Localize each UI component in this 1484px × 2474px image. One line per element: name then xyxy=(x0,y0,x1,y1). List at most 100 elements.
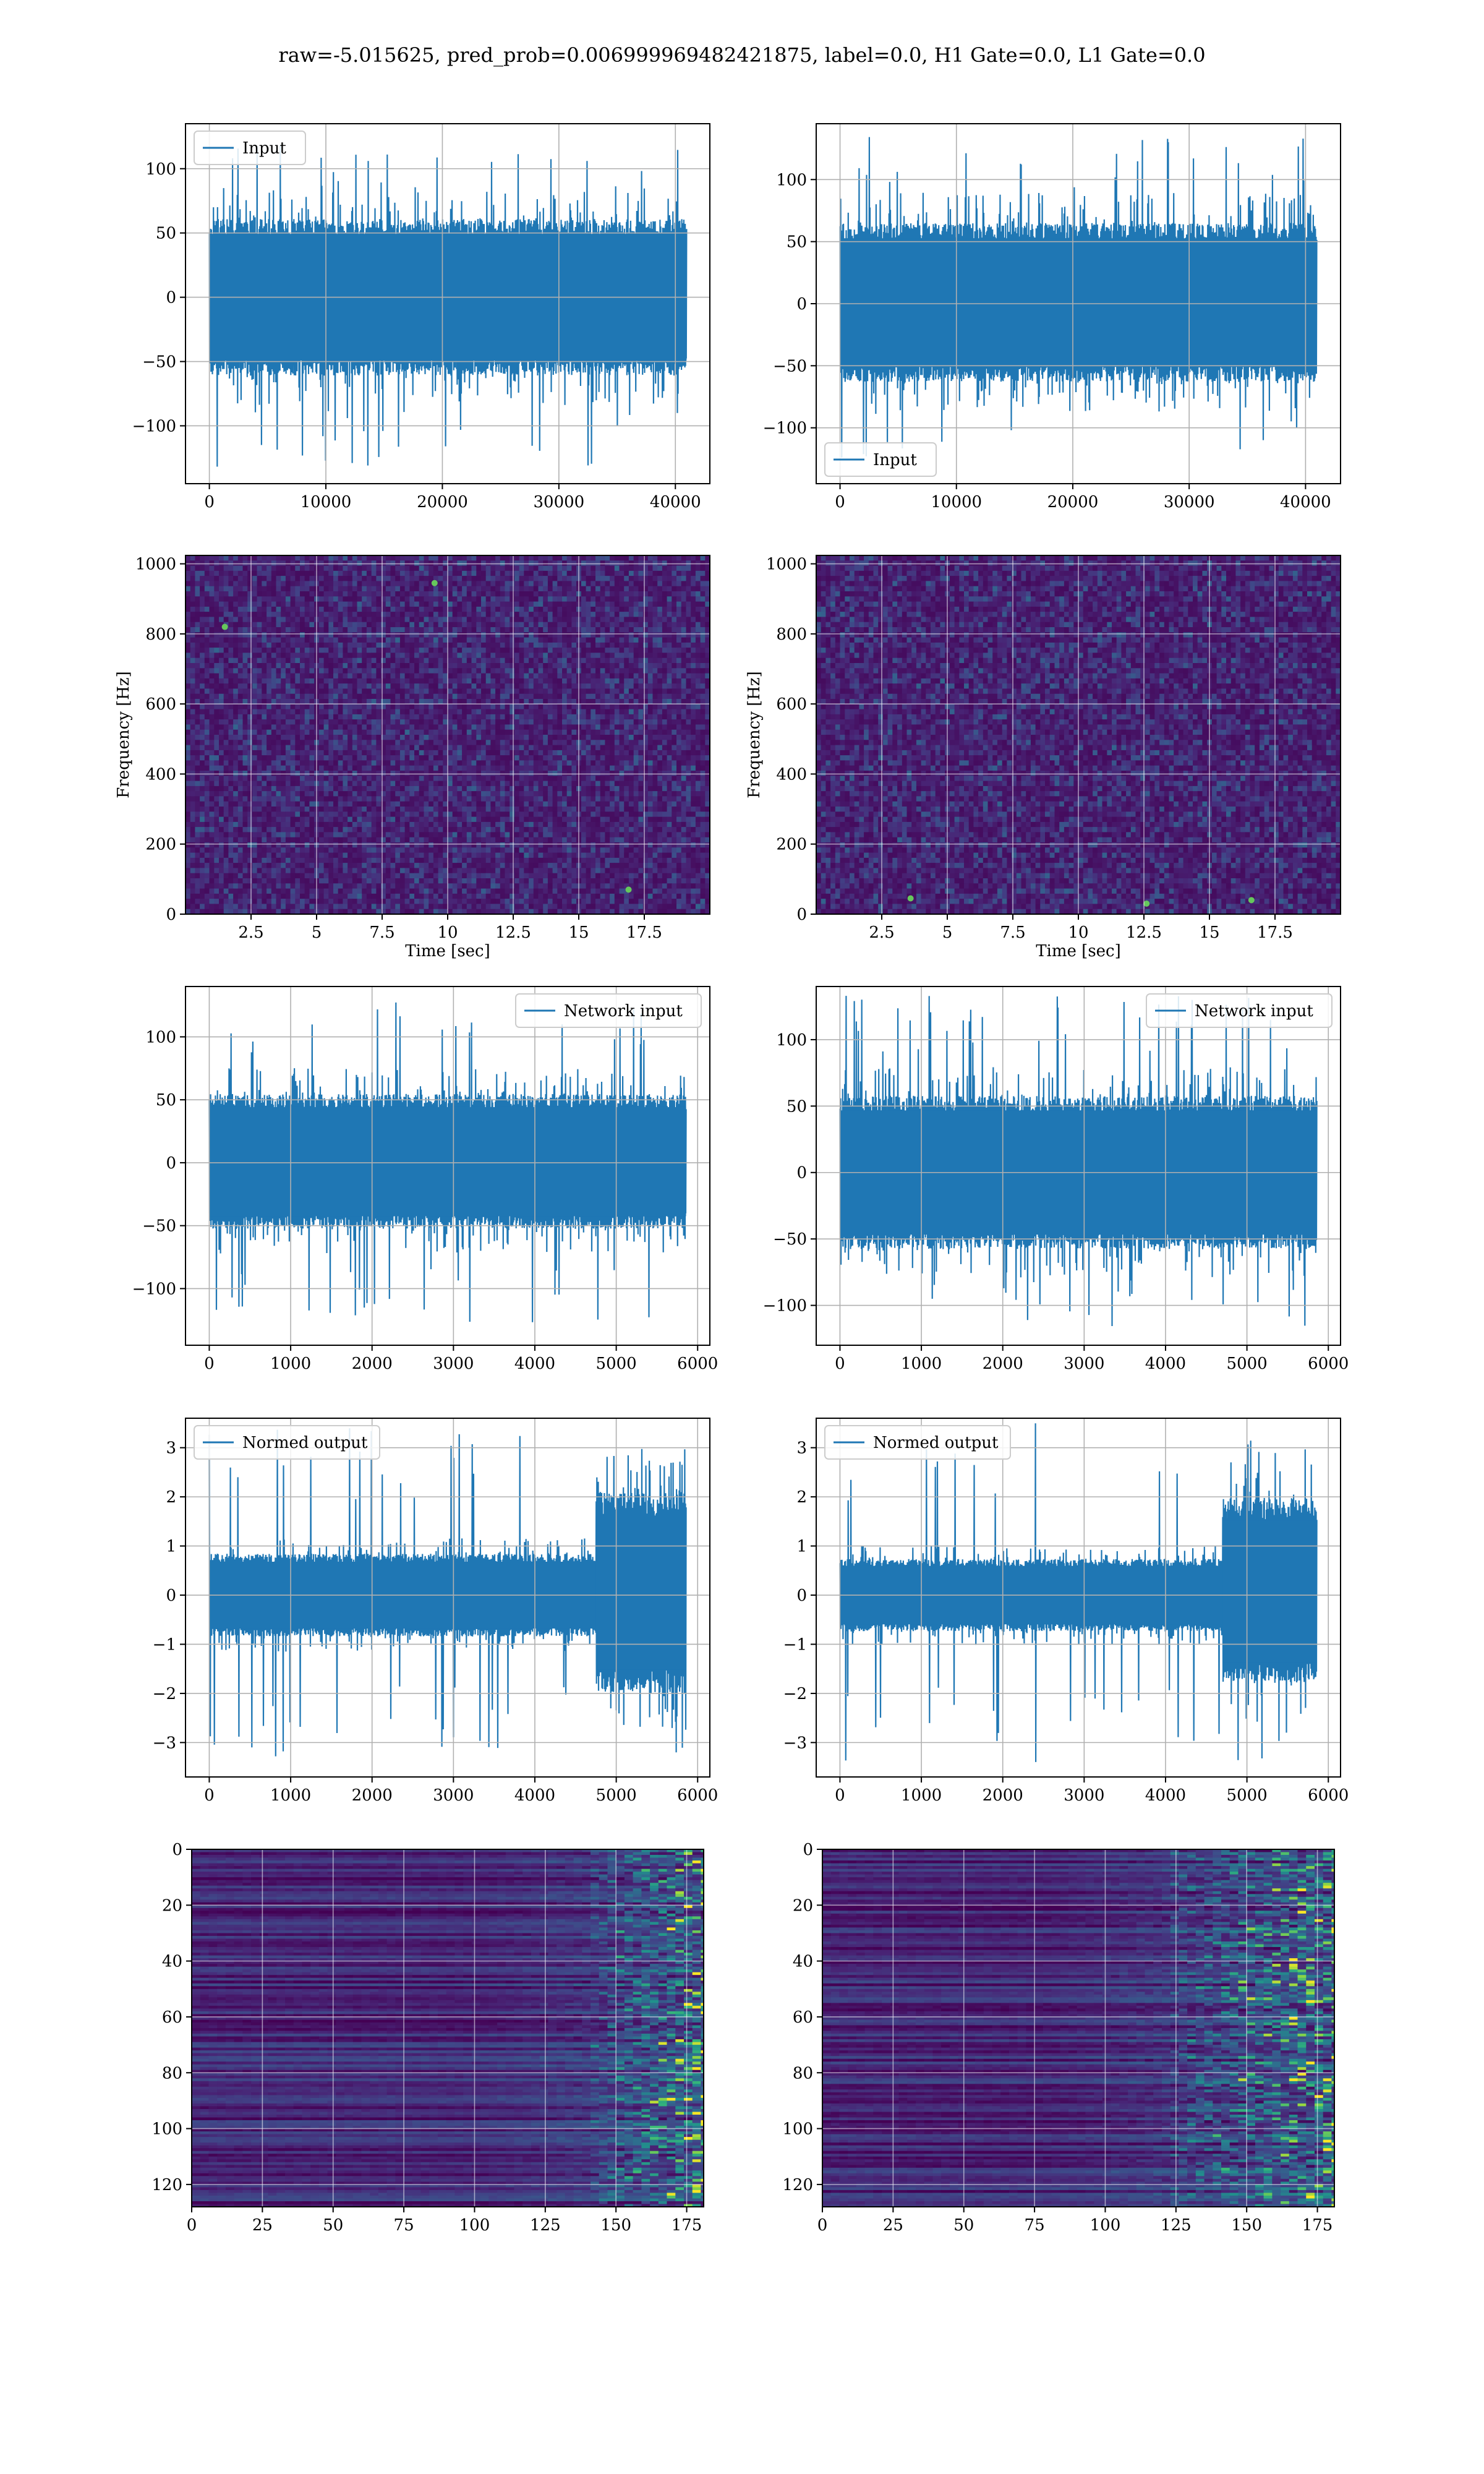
l1-feature-map-row xyxy=(822,2193,1334,2196)
l1-network-input-plot-area xyxy=(839,996,1318,1327)
h1-normed-output-legend-label: Normed output xyxy=(242,1434,368,1452)
l1-feature-map-row xyxy=(822,2003,1334,2006)
l1-feature-map-row xyxy=(822,1966,1334,1970)
l1-spectrogram-band xyxy=(816,570,1341,576)
h1-normed-output-legend-box xyxy=(194,1425,380,1460)
h1-feature-map-row xyxy=(192,1924,704,1928)
l1-spectrogram-band xyxy=(816,622,1341,628)
l1-feature-map-row xyxy=(822,1961,1334,1964)
l1-normed-output-legend-label: Normed output xyxy=(873,1434,999,1452)
l1-spectrogram-hotspot xyxy=(1143,901,1150,907)
l1-spectrogram-band xyxy=(816,776,1341,782)
l1-network-input-xtick-label: 5000 xyxy=(1227,1355,1268,1373)
l1-feature-map-row xyxy=(822,2139,1334,2143)
l1-input-ytick-label: 0 xyxy=(796,295,807,314)
h1-feature-map-xtick-label: 175 xyxy=(672,2216,702,2235)
l1-feature-map-row xyxy=(822,2189,1334,2193)
l1-normed-output-legend: Normed output xyxy=(824,1425,1011,1460)
l1-feature-map-row xyxy=(822,2201,1334,2205)
h1-spectrogram-xtick-label: 5 xyxy=(312,923,322,942)
h1-spectrogram-band xyxy=(186,688,710,695)
l1-spectrogram-hotspot xyxy=(1248,897,1255,904)
h1-spectrogram-xtick-label: 10 xyxy=(437,923,458,942)
h1-spectrogram-band xyxy=(186,883,710,889)
h1-feature-map-row xyxy=(192,1964,704,1967)
h1-spectrogram-band xyxy=(186,596,710,602)
l1-spectrogram-xtick-label: 10 xyxy=(1068,923,1088,942)
h1-network-input-plot-area xyxy=(208,1002,687,1322)
h1-feature-map-row xyxy=(192,1972,704,1975)
l1-feature-map-row xyxy=(822,1877,1334,1881)
l1-network-input-ytick-label: 0 xyxy=(796,1164,807,1183)
h1-feature-map-row xyxy=(192,1955,704,1959)
h1-feature-map-row xyxy=(192,1994,704,1998)
l1-spectrogram-band xyxy=(816,904,1341,910)
h1-feature-map-row xyxy=(192,1857,704,1861)
h1-feature-map-row xyxy=(192,1953,704,1956)
l1-feature-map-row xyxy=(822,2075,1334,2079)
l1-normed-output-xtick-label: 6000 xyxy=(1308,1786,1349,1805)
l1-input-xtick-label: 30000 xyxy=(1164,493,1215,511)
l1-feature-map-row xyxy=(822,2000,1334,2003)
h1-feature-map-row xyxy=(192,1860,704,1864)
h1-spectrogram-hotspot xyxy=(221,623,228,630)
h1-input-xtick-label: 20000 xyxy=(417,493,468,511)
h1-spectrogram-band xyxy=(186,888,710,894)
h1-feature-map-row xyxy=(192,1941,704,1945)
h1-feature-map-row xyxy=(192,1975,704,1979)
h1-feature-map-row xyxy=(192,2159,704,2163)
l1-feature-map-row xyxy=(822,1950,1334,1953)
l1-spectrogram-band xyxy=(816,791,1341,797)
l1-feature-map-row xyxy=(822,2100,1334,2104)
h1-spectrogram-ytick-label: 0 xyxy=(166,905,176,924)
l1-spectrogram-ytick-label: 800 xyxy=(776,625,807,644)
h1-spectrogram-band xyxy=(186,657,710,664)
h1-feature-map-row xyxy=(192,2081,704,2084)
l1-feature-map-row xyxy=(822,1927,1334,1931)
l1-spectrogram-band xyxy=(816,842,1341,848)
h1-feature-map-xtick-label: 0 xyxy=(187,2216,197,2235)
h1-feature-map-row xyxy=(192,2134,704,2138)
l1-feature-map-row xyxy=(822,1883,1334,1886)
h1-feature-map-row xyxy=(192,1868,704,1872)
h1-network-input-ytick-label: −100 xyxy=(132,1280,176,1298)
l1-spectrogram-ylabel: Frequency [Hz] xyxy=(745,671,764,798)
l1-input-xtick-label: 40000 xyxy=(1280,493,1331,511)
h1-feature-map-row xyxy=(192,1966,704,1970)
h1-feature-map-row xyxy=(192,2053,704,2057)
h1-spectrogram-band xyxy=(186,801,710,807)
h1-feature-map-row xyxy=(192,1936,704,1940)
l1-normed-output-xtick-label: 1000 xyxy=(901,1786,942,1805)
h1-feature-map-row xyxy=(192,2097,704,2101)
l1-normed-output-ytick-label: −3 xyxy=(783,1734,807,1752)
l1-feature-map-plot-area xyxy=(822,1849,1334,2207)
l1-normed-output-frame xyxy=(816,1418,1341,1778)
h1-feature-map-row xyxy=(192,1894,704,1898)
h1-spectrogram-band xyxy=(186,673,710,679)
h1-network-input-xtick-label: 5000 xyxy=(596,1355,637,1373)
h1-feature-map-row xyxy=(192,2064,704,2068)
l1-feature-map-xtick-label: 0 xyxy=(817,2216,828,2235)
l1-feature-map-row xyxy=(822,2156,1334,2160)
h1-normed-output-xtick-label: 4000 xyxy=(514,1786,555,1805)
l1-feature-map-row xyxy=(822,2092,1334,2095)
h1-spectrogram-band xyxy=(186,709,710,715)
h1-feature-map-row xyxy=(192,2184,704,2188)
h1-spectrogram-ytick-label: 800 xyxy=(145,625,176,644)
h1-feature-map-row xyxy=(192,2126,704,2129)
h1-feature-map-row xyxy=(192,2089,704,2093)
l1-feature-map-row xyxy=(822,1938,1334,1942)
l1-feature-map-row xyxy=(822,1969,1334,1973)
l1-feature-map-row xyxy=(822,2034,1334,2037)
l1-network-input-xtick-label: 0 xyxy=(835,1355,845,1373)
l1-spectrogram-band xyxy=(816,576,1341,581)
l1-feature-map-row xyxy=(822,1972,1334,1975)
l1-spectrogram-band xyxy=(816,688,1341,695)
l1-spectrogram-band xyxy=(816,837,1341,843)
h1-network-input-ytick-label: 100 xyxy=(145,1028,176,1047)
l1-feature-map-row xyxy=(822,1964,1334,1967)
h1-input-ytick-label: −100 xyxy=(132,417,176,435)
l1-spectrogram-band xyxy=(816,750,1341,756)
h1-spectrogram-band xyxy=(186,576,710,581)
l1-feature-map-frame xyxy=(822,1849,1335,2207)
